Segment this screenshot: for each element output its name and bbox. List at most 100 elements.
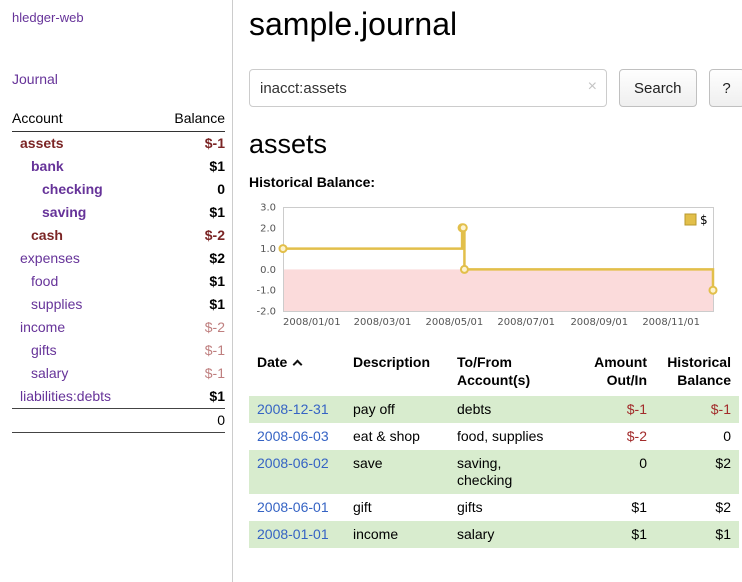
account-name-cell: saving — [12, 201, 153, 224]
account-link-bank[interactable]: bank — [31, 158, 64, 174]
account-balance: $-2 — [204, 227, 225, 243]
balance-cell: $2 — [715, 499, 731, 515]
col-header-date[interactable]: Date — [249, 351, 345, 396]
account-name-cell: bank — [12, 155, 153, 178]
svg-text:2008/07/01: 2008/07/01 — [497, 317, 555, 328]
register-row: 2008-12-31 pay off debts $-1 $-1 — [249, 396, 739, 423]
description-cell: gift — [353, 499, 372, 515]
col-header-description: Description — [353, 354, 431, 370]
account-link-expenses[interactable]: expenses — [20, 250, 80, 266]
brand-link[interactable]: hledger-web — [12, 10, 84, 25]
register-header-row: Date Description To/From Account(s) Amou… — [249, 351, 739, 396]
svg-text:2008/05/01: 2008/05/01 — [426, 317, 484, 328]
date-header-label: Date — [257, 354, 288, 370]
account-balance: $2 — [209, 250, 225, 266]
account-row: salary $-1 — [12, 362, 225, 385]
register-table: Date Description To/From Account(s) Amou… — [249, 351, 739, 548]
svg-text:2008/03/01: 2008/03/01 — [354, 317, 412, 328]
date-cell: 2008-06-02 — [249, 450, 345, 494]
account-balance: $-1 — [204, 365, 225, 381]
sidebar-nav: Journal — [12, 71, 224, 89]
description-cell: pay off — [353, 401, 395, 417]
account-name-cell: gifts — [12, 339, 153, 362]
date-link[interactable]: 2008-06-03 — [257, 428, 329, 444]
account-link-supplies[interactable]: supplies — [31, 296, 83, 312]
date-link[interactable]: 2008-06-01 — [257, 499, 329, 515]
amount-cell: $1 — [631, 526, 647, 542]
date-cell: 2008-12-31 — [249, 396, 345, 423]
sidebar: hledger-web Journal Account Balance asse… — [0, 0, 233, 582]
search-box: × — [249, 69, 607, 107]
account-row: liabilities:debts $1 — [12, 385, 225, 409]
account-row: checking 0 — [12, 178, 225, 201]
date-link[interactable]: 2008-01-01 — [257, 526, 329, 542]
amount-cell: $1 — [631, 499, 647, 515]
account-link-food[interactable]: food — [31, 273, 59, 289]
description-cell: save — [353, 455, 383, 471]
account-name-cell: supplies — [12, 293, 153, 316]
nav-journal-link[interactable]: Journal — [12, 71, 58, 87]
account-link-assets[interactable]: assets — [20, 135, 64, 151]
accounts-cell: debts — [457, 401, 492, 417]
svg-text:$: $ — [700, 213, 708, 227]
balance-col-header: Balance — [152, 106, 225, 132]
account-link-cash[interactable]: cash — [31, 227, 63, 243]
account-link-checking[interactable]: checking — [42, 181, 103, 197]
account-balance: $-1 — [204, 342, 225, 358]
description-cell: income — [353, 526, 399, 542]
accounts-table: Account Balance assets $-1 bank $1 checking 0… — [12, 106, 225, 433]
account-balance: $1 — [209, 158, 225, 174]
date-link[interactable]: 2008-06-02 — [257, 455, 329, 471]
date-cell: 2008-06-01 — [249, 494, 345, 521]
page-title: sample.journal — [249, 6, 458, 42]
account-row: gifts $-1 — [12, 339, 225, 362]
date-cell: 2008-01-01 — [249, 521, 345, 548]
accounts-cell: salary — [457, 526, 495, 542]
main-content: sample.journal × Search ? assets Histori… — [233, 0, 742, 582]
date-link[interactable]: 2008-12-31 — [257, 401, 329, 417]
svg-text:1.0: 1.0 — [260, 244, 276, 255]
account-name-cell: food — [12, 270, 153, 293]
amount-cell: $-1 — [626, 401, 647, 417]
balance-cell: $-1 — [710, 401, 731, 417]
svg-text:-2.0: -2.0 — [256, 307, 276, 318]
account-link-liabilities-debts[interactable]: liabilities:debts — [20, 388, 112, 404]
col-header-balance: Historical Balance — [667, 354, 731, 388]
search-button[interactable]: Search — [619, 69, 697, 107]
account-link-salary[interactable]: salary — [31, 365, 69, 381]
help-button[interactable]: ? — [708, 69, 742, 107]
account-link-gifts[interactable]: gifts — [31, 342, 57, 358]
balance-cell: $2 — [715, 455, 731, 471]
account-link-income[interactable]: income — [20, 319, 66, 335]
col-header-amount: Amount Out/In — [594, 354, 647, 388]
svg-text:0.0: 0.0 — [260, 265, 276, 276]
description-cell: eat & shop — [353, 428, 420, 444]
account-row: cash $-2 — [12, 224, 225, 247]
accounts-table-body: assets $-1 bank $1 checking 0 saving $1 cash $-2 e… — [12, 132, 225, 409]
account-name-cell: cash — [12, 224, 153, 247]
accounts-total-row: 0 — [12, 408, 225, 433]
svg-text:2008/09/01: 2008/09/01 — [570, 317, 628, 328]
account-balance: $1 — [209, 388, 225, 404]
clear-search-icon[interactable]: × — [587, 78, 597, 95]
account-balance: $1 — [209, 204, 225, 220]
account-balance: $-2 — [204, 319, 225, 335]
account-balance: 0 — [217, 181, 225, 197]
account-row: bank $1 — [12, 155, 225, 178]
svg-text:3.0: 3.0 — [260, 203, 276, 214]
col-header-accounts: To/From Account(s) — [457, 354, 531, 388]
register-row: 2008-01-01 income salary $1 $1 — [249, 521, 739, 548]
svg-text:-1.0: -1.0 — [256, 286, 276, 297]
accounts-col-header: Account — [12, 106, 153, 132]
account-link-saving[interactable]: saving — [42, 204, 87, 220]
account-row: saving $1 — [12, 201, 225, 224]
register-row: 2008-06-02 save saving, checking 0 $2 — [249, 450, 739, 494]
search-input[interactable] — [249, 69, 607, 107]
account-name-cell: assets — [12, 132, 153, 156]
amount-cell: 0 — [639, 455, 647, 471]
register-row: 2008-06-03 eat & shop food, supplies $-2 0 — [249, 423, 739, 450]
svg-text:2008/01/01: 2008/01/01 — [283, 317, 341, 328]
register-row: 2008-06-01 gift gifts $1 $2 — [249, 494, 739, 521]
balance-cell: 0 — [723, 428, 731, 444]
